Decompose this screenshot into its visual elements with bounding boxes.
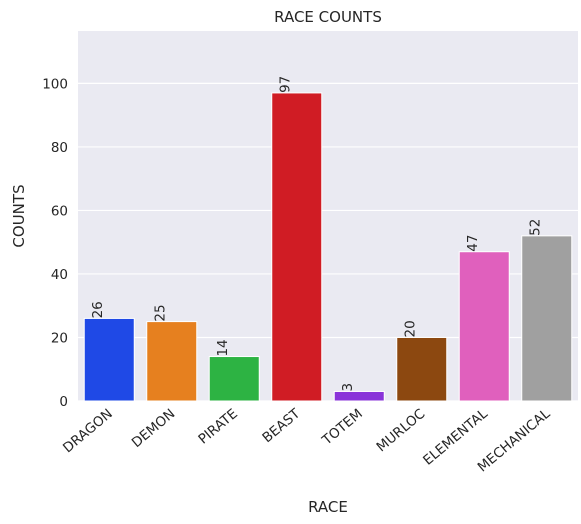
y-tick-label: 40 [51, 267, 68, 283]
x-tick-label: PIRATE [195, 406, 240, 448]
data-label: 20 [403, 320, 419, 337]
data-label: 3 [340, 383, 356, 392]
y-tick-label: 80 [51, 140, 68, 156]
x-axis-label: RACE [308, 498, 348, 516]
y-tick-label: 20 [51, 330, 68, 346]
data-label: 14 [215, 339, 231, 356]
x-tick-label: DRAGON [60, 406, 116, 456]
bars [83, 92, 573, 402]
bar-totem [333, 390, 385, 402]
data-labels: 26 25 14 97 3 20 47 52 [90, 76, 544, 392]
x-tick-label: DEMON [129, 406, 179, 451]
bar-murloc [396, 336, 448, 402]
x-tick-label: TOTEM [319, 406, 366, 449]
y-tick-label: 0 [59, 394, 68, 410]
bar-beast [271, 92, 323, 402]
data-label: 25 [153, 304, 169, 321]
x-tick-label: MURLOC [374, 406, 429, 456]
data-label: 97 [278, 76, 294, 93]
bar-dragon [83, 317, 135, 402]
bar-demon [146, 321, 198, 402]
y-axis-label: COUNTS [10, 184, 28, 247]
data-label: 26 [90, 301, 106, 318]
bar-pirate [208, 356, 260, 402]
x-tick-labels: DRAGON DEMON PIRATE BEAST TOTEM MURLOCELEMENT… [60, 405, 554, 475]
data-label: 52 [528, 219, 544, 236]
y-tick-label: 100 [42, 76, 68, 92]
bar-mechanical [521, 235, 573, 402]
y-tick-label: 60 [51, 203, 68, 219]
x-tick-label: BEAST [259, 405, 303, 446]
chart-title: RACE COUNTS [274, 8, 382, 26]
y-tick-labels: 0 20 40 60 80 100 [42, 76, 68, 410]
data-label: 47 [465, 235, 481, 252]
bar-elemental [458, 251, 510, 402]
